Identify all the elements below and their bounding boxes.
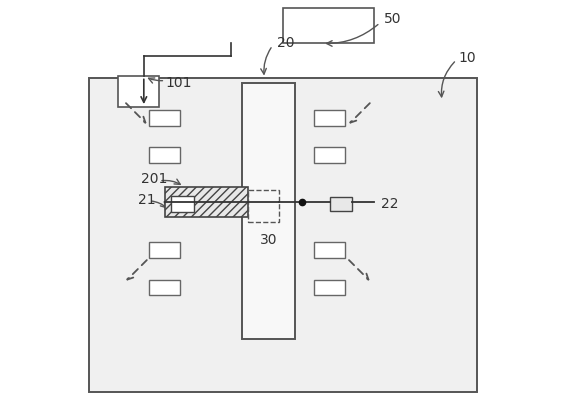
- Bar: [248, 190, 279, 222]
- Text: 21: 21: [138, 193, 155, 207]
- Bar: [314, 147, 345, 163]
- Bar: [149, 147, 180, 163]
- Text: 101: 101: [165, 76, 192, 90]
- Bar: [314, 242, 345, 258]
- Text: 201: 201: [140, 172, 167, 186]
- Bar: [118, 76, 159, 107]
- Text: 50: 50: [384, 12, 402, 26]
- Text: 22: 22: [381, 197, 399, 211]
- Bar: [89, 78, 477, 392]
- Bar: [165, 187, 248, 217]
- Bar: [314, 280, 345, 295]
- Bar: [242, 83, 295, 339]
- Text: 30: 30: [260, 233, 278, 247]
- Text: 10: 10: [458, 51, 476, 65]
- Text: 20: 20: [277, 36, 294, 50]
- Bar: [171, 196, 194, 212]
- Bar: [314, 110, 345, 126]
- Bar: [331, 197, 352, 211]
- Bar: [283, 8, 374, 43]
- Bar: [149, 280, 180, 295]
- Bar: [149, 110, 180, 126]
- Bar: [149, 242, 180, 258]
